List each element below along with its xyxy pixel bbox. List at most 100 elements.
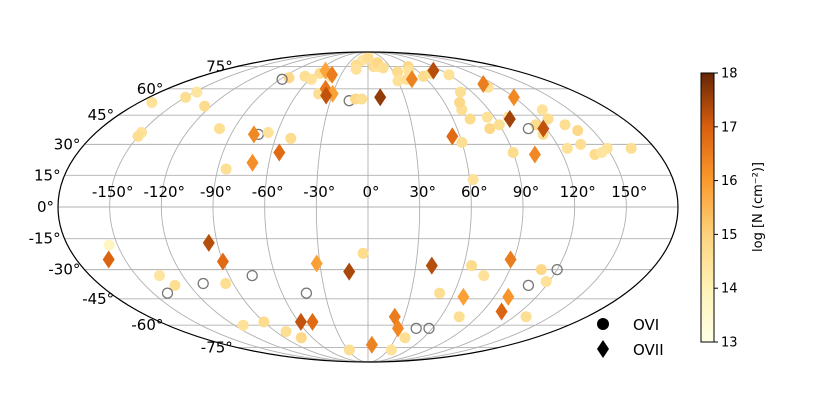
ovi-point — [493, 119, 505, 131]
ovi-point — [258, 316, 270, 328]
ovi-point — [399, 332, 411, 344]
colorbar-tick-label: 13 — [721, 336, 738, 351]
ovi-point — [146, 97, 158, 108]
ovi-point — [540, 276, 552, 287]
ovi-point-open — [522, 122, 535, 135]
ovi-point — [343, 344, 355, 356]
ovi-point — [377, 62, 389, 74]
y-tick-label: -60° — [131, 316, 163, 334]
x-tick-label: -60° — [252, 183, 284, 201]
colorbar-tick-label: 18 — [721, 67, 738, 82]
ovi-point — [443, 69, 455, 81]
colorbar-tick-label: 16 — [721, 174, 738, 189]
colorbar-label: log [N (cm⁻²)] — [751, 162, 766, 252]
ovii-point — [446, 127, 459, 146]
x-tick-label: 150° — [611, 183, 647, 201]
ovii-point — [294, 312, 307, 331]
ovi-point — [214, 123, 225, 135]
ovii-point — [320, 86, 333, 105]
ovii-point — [102, 250, 115, 269]
ovi-point — [575, 138, 587, 150]
x-tick-label: 90° — [513, 183, 540, 201]
ovii-point — [457, 287, 470, 306]
ovi-point-open — [551, 263, 563, 276]
ovii-point — [216, 252, 229, 271]
y-tick-label: -75° — [201, 338, 233, 356]
y-tick-label: -15° — [29, 230, 61, 248]
ovi-point-open — [197, 277, 209, 290]
ovi-point — [464, 113, 476, 125]
legend-label-ovii: OVII — [633, 341, 664, 359]
legend: OVI OVII — [597, 316, 664, 359]
ovi-point-open — [161, 287, 174, 299]
colorbar-gradient — [700, 72, 715, 343]
ovi-point — [356, 93, 368, 105]
ovii-point — [503, 110, 516, 128]
x-tick-label: -90° — [200, 183, 232, 201]
ovi-point — [280, 326, 292, 338]
ovii-point — [502, 287, 515, 306]
y-tick-label: 75° — [206, 58, 233, 76]
ovi-point — [237, 319, 249, 331]
colorbar-tick-label: 14 — [721, 282, 738, 297]
ovi-point-open — [276, 73, 288, 85]
ovi-point — [434, 287, 446, 299]
x-tick-label: -150° — [92, 183, 134, 201]
colorbar: 13 14 15 16 17 18 log [N (cm⁻²)] — [700, 67, 766, 351]
ovi-point-open — [246, 269, 258, 282]
ovii-point — [477, 75, 490, 93]
map-boundary — [57, 51, 679, 363]
ovii-point — [537, 119, 550, 138]
data-points — [102, 52, 637, 356]
ovi-point-open — [522, 279, 535, 292]
y-tick-label: 30° — [54, 135, 81, 153]
longitude-tick-labels: -150° -120° -90° -60° -30° 0° 30° 60° 90° 120° 150… — [92, 183, 647, 201]
ovi-point-open — [300, 287, 313, 299]
ovii-point — [427, 61, 440, 80]
y-tick-label: -45° — [82, 290, 114, 308]
ovi-point-open — [410, 322, 422, 335]
x-tick-label: 120° — [560, 183, 596, 201]
ovi-point — [454, 97, 466, 108]
ovii-point — [504, 250, 517, 269]
ovi-point — [559, 119, 571, 131]
ovi-point — [392, 75, 404, 87]
ovi-point — [305, 73, 317, 85]
graticule-grid — [58, 51, 678, 363]
ovii-point — [343, 262, 356, 281]
ovi-point — [220, 163, 232, 175]
ovii-point — [405, 70, 418, 89]
y-tick-label: -30° — [48, 261, 80, 279]
ovii-point — [374, 88, 387, 107]
ovi-point — [169, 279, 181, 291]
y-tick-label: 60° — [137, 80, 164, 98]
ovi-point — [350, 63, 362, 75]
ovi-point — [191, 86, 203, 98]
ovi-point-open — [423, 322, 435, 335]
ovi-point — [467, 174, 479, 185]
ovii-point — [495, 302, 508, 321]
ovii-point — [528, 145, 541, 164]
x-tick-label: -120° — [144, 183, 186, 201]
ovi-point — [507, 147, 519, 158]
ovi-point — [180, 91, 192, 103]
ovi-point — [596, 147, 608, 158]
x-tick-label: 60° — [461, 183, 488, 201]
ovi-point — [132, 130, 144, 142]
ovi-point — [262, 127, 274, 138]
ovi-point — [572, 125, 584, 136]
x-tick-label: 0° — [362, 183, 379, 201]
ovi-point — [357, 247, 369, 259]
y-tick-label: 0° — [37, 198, 54, 216]
legend-diamond-marker — [597, 340, 609, 358]
ovii-point — [247, 125, 260, 144]
colorbar-ticks: 13 14 15 16 17 18 — [714, 67, 738, 351]
ovii-point — [306, 312, 319, 331]
ovi-point — [103, 239, 115, 251]
ovi-point — [453, 311, 465, 323]
ovi-point — [199, 100, 211, 112]
ovii-point — [507, 88, 520, 107]
ovi-point — [535, 264, 547, 276]
y-tick-label: 45° — [88, 106, 115, 124]
